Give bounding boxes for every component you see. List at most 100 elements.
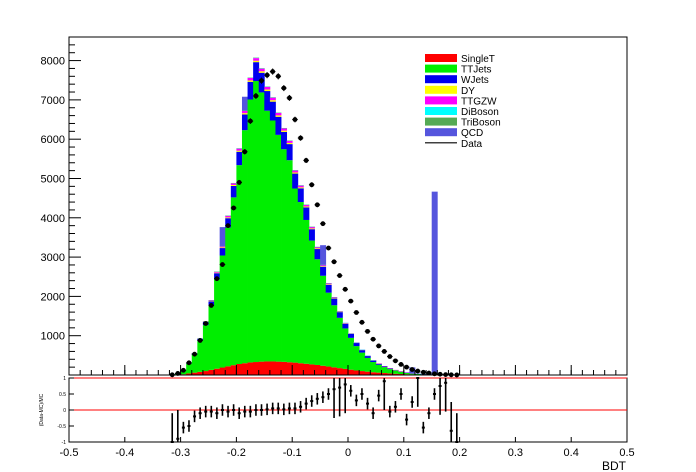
data-point-5 bbox=[197, 338, 203, 343]
bar-dy-25 bbox=[308, 228, 315, 230]
ratio-point-12 bbox=[237, 407, 241, 419]
bar-ttjets-20 bbox=[281, 149, 288, 362]
ratio-y-tick-label: 0 bbox=[63, 408, 66, 414]
bar-dy-22 bbox=[292, 172, 299, 174]
bar-ttjets-40 bbox=[392, 370, 399, 374]
x-tick-label: -0.4 bbox=[115, 447, 134, 459]
bar-dy-14 bbox=[247, 80, 254, 82]
bar-singlet-20 bbox=[281, 361, 288, 375]
legend-entry-triboson: TriBoson bbox=[425, 117, 501, 129]
ratio-point-43 bbox=[410, 396, 414, 408]
bar-singlet-29 bbox=[331, 367, 338, 375]
ratio-point-1 bbox=[176, 410, 180, 442]
bar-singlet-5 bbox=[197, 371, 204, 375]
ratio-point-0 bbox=[170, 413, 174, 443]
ratio-point-26 bbox=[315, 393, 319, 405]
data-point-12 bbox=[236, 179, 242, 185]
bar-ttgzw-31 bbox=[342, 322, 349, 324]
data-point-14 bbox=[247, 118, 254, 124]
bar-wjets-22 bbox=[292, 173, 299, 189]
data-point-33 bbox=[353, 310, 360, 315]
bar-singlet-34 bbox=[359, 371, 366, 375]
svg-text:TTJets: TTJets bbox=[461, 65, 492, 76]
ratio-point-37 bbox=[377, 389, 381, 402]
bar-wjets-11 bbox=[230, 185, 237, 198]
bar-ttjets-6 bbox=[202, 325, 209, 372]
data-point-4 bbox=[191, 351, 198, 357]
bar-ttgzw-23 bbox=[297, 185, 304, 188]
svg-text:DiBoson: DiBoson bbox=[461, 107, 499, 118]
bar-singlet-26 bbox=[314, 364, 321, 375]
ratio-point-35 bbox=[366, 397, 370, 410]
bar-singlet-9 bbox=[219, 367, 226, 375]
ratio-point-23 bbox=[299, 401, 303, 413]
legend-entry-singlet: SingleT bbox=[425, 54, 495, 65]
bar-dy-17 bbox=[264, 89, 271, 92]
bar-wjets-29 bbox=[331, 298, 338, 306]
bar-singlet-16 bbox=[258, 361, 265, 375]
x-tick-label: 0.5 bbox=[619, 447, 634, 459]
ratio-point-4 bbox=[193, 410, 197, 423]
x-tick-label: 0.3 bbox=[508, 447, 523, 459]
bar-singlet-22 bbox=[292, 362, 299, 375]
data-point-27 bbox=[320, 221, 326, 227]
bar-wjets-30 bbox=[336, 312, 343, 318]
bar-ttgzw-13 bbox=[241, 110, 248, 114]
bar-ttgzw-21 bbox=[286, 140, 293, 143]
data-point-29 bbox=[331, 259, 337, 265]
data-point-42 bbox=[403, 364, 410, 370]
ratio-point-19 bbox=[276, 402, 280, 415]
data-point-7 bbox=[208, 303, 215, 308]
ratio-point-32 bbox=[349, 385, 353, 397]
bar-wjets-39 bbox=[387, 368, 394, 370]
x-tick-label: -0.1 bbox=[283, 447, 302, 459]
bar-wjets-12 bbox=[236, 151, 243, 166]
data-point-9 bbox=[219, 262, 226, 267]
data-point-3 bbox=[186, 360, 192, 366]
bar-ttgzw-14 bbox=[247, 77, 254, 81]
x-tick-label: 0.2 bbox=[452, 447, 467, 459]
ratio-point-40 bbox=[393, 401, 397, 413]
legend-entry-data: Data bbox=[425, 139, 483, 150]
x-tick-label: -0.3 bbox=[171, 447, 190, 459]
y-tick-label: 3000 bbox=[41, 252, 65, 264]
legend-entry-dy: DY bbox=[425, 85, 475, 97]
x-tick-label: 0.4 bbox=[564, 447, 579, 459]
ratio-point-38 bbox=[382, 378, 386, 410]
bar-qcd-9 bbox=[219, 227, 226, 246]
data-point-10 bbox=[225, 223, 231, 229]
bar-qcd-27 bbox=[320, 245, 327, 265]
bar-dy-23 bbox=[297, 187, 304, 189]
ratio-point-30 bbox=[338, 378, 342, 417]
ratio-point-44 bbox=[416, 377, 420, 407]
x-tick-label: 0 bbox=[345, 447, 351, 459]
bar-qcd-13 bbox=[241, 96, 248, 111]
bar-ttjets-19 bbox=[275, 134, 282, 362]
data-point-18 bbox=[269, 68, 276, 75]
ratio-point-24 bbox=[304, 397, 308, 410]
bar-wjets-27 bbox=[320, 266, 327, 276]
bar-ttjets-41 bbox=[398, 371, 405, 375]
bar-ttgzw-16 bbox=[258, 68, 265, 72]
data-point-2 bbox=[180, 367, 187, 373]
bar-singlet-30 bbox=[336, 368, 343, 375]
ratio-point-15 bbox=[254, 404, 258, 416]
svg-text:WJets: WJets bbox=[461, 75, 489, 86]
bar-dy-9 bbox=[219, 247, 226, 249]
bar-ttgzw-22 bbox=[292, 170, 299, 173]
ratio-y-tick-label: 1 bbox=[63, 376, 66, 382]
ratio-point-45 bbox=[421, 421, 425, 434]
bar-ttjets-7 bbox=[208, 305, 215, 370]
ratio-point-18 bbox=[271, 402, 275, 415]
bar-ttgzw-19 bbox=[275, 112, 282, 116]
bar-ttjets-38 bbox=[381, 367, 388, 374]
bar-wjets-35 bbox=[364, 355, 371, 358]
ratio-point-51 bbox=[455, 413, 459, 443]
bar-ttgzw-30 bbox=[336, 311, 343, 312]
bar-singlet-33 bbox=[353, 370, 360, 375]
data-point-19 bbox=[275, 73, 282, 80]
x-tick-label: 0.1 bbox=[396, 447, 411, 459]
bar-ttgzw-7 bbox=[208, 300, 215, 302]
data-point-48 bbox=[437, 371, 443, 377]
bar-singlet-31 bbox=[342, 368, 349, 375]
